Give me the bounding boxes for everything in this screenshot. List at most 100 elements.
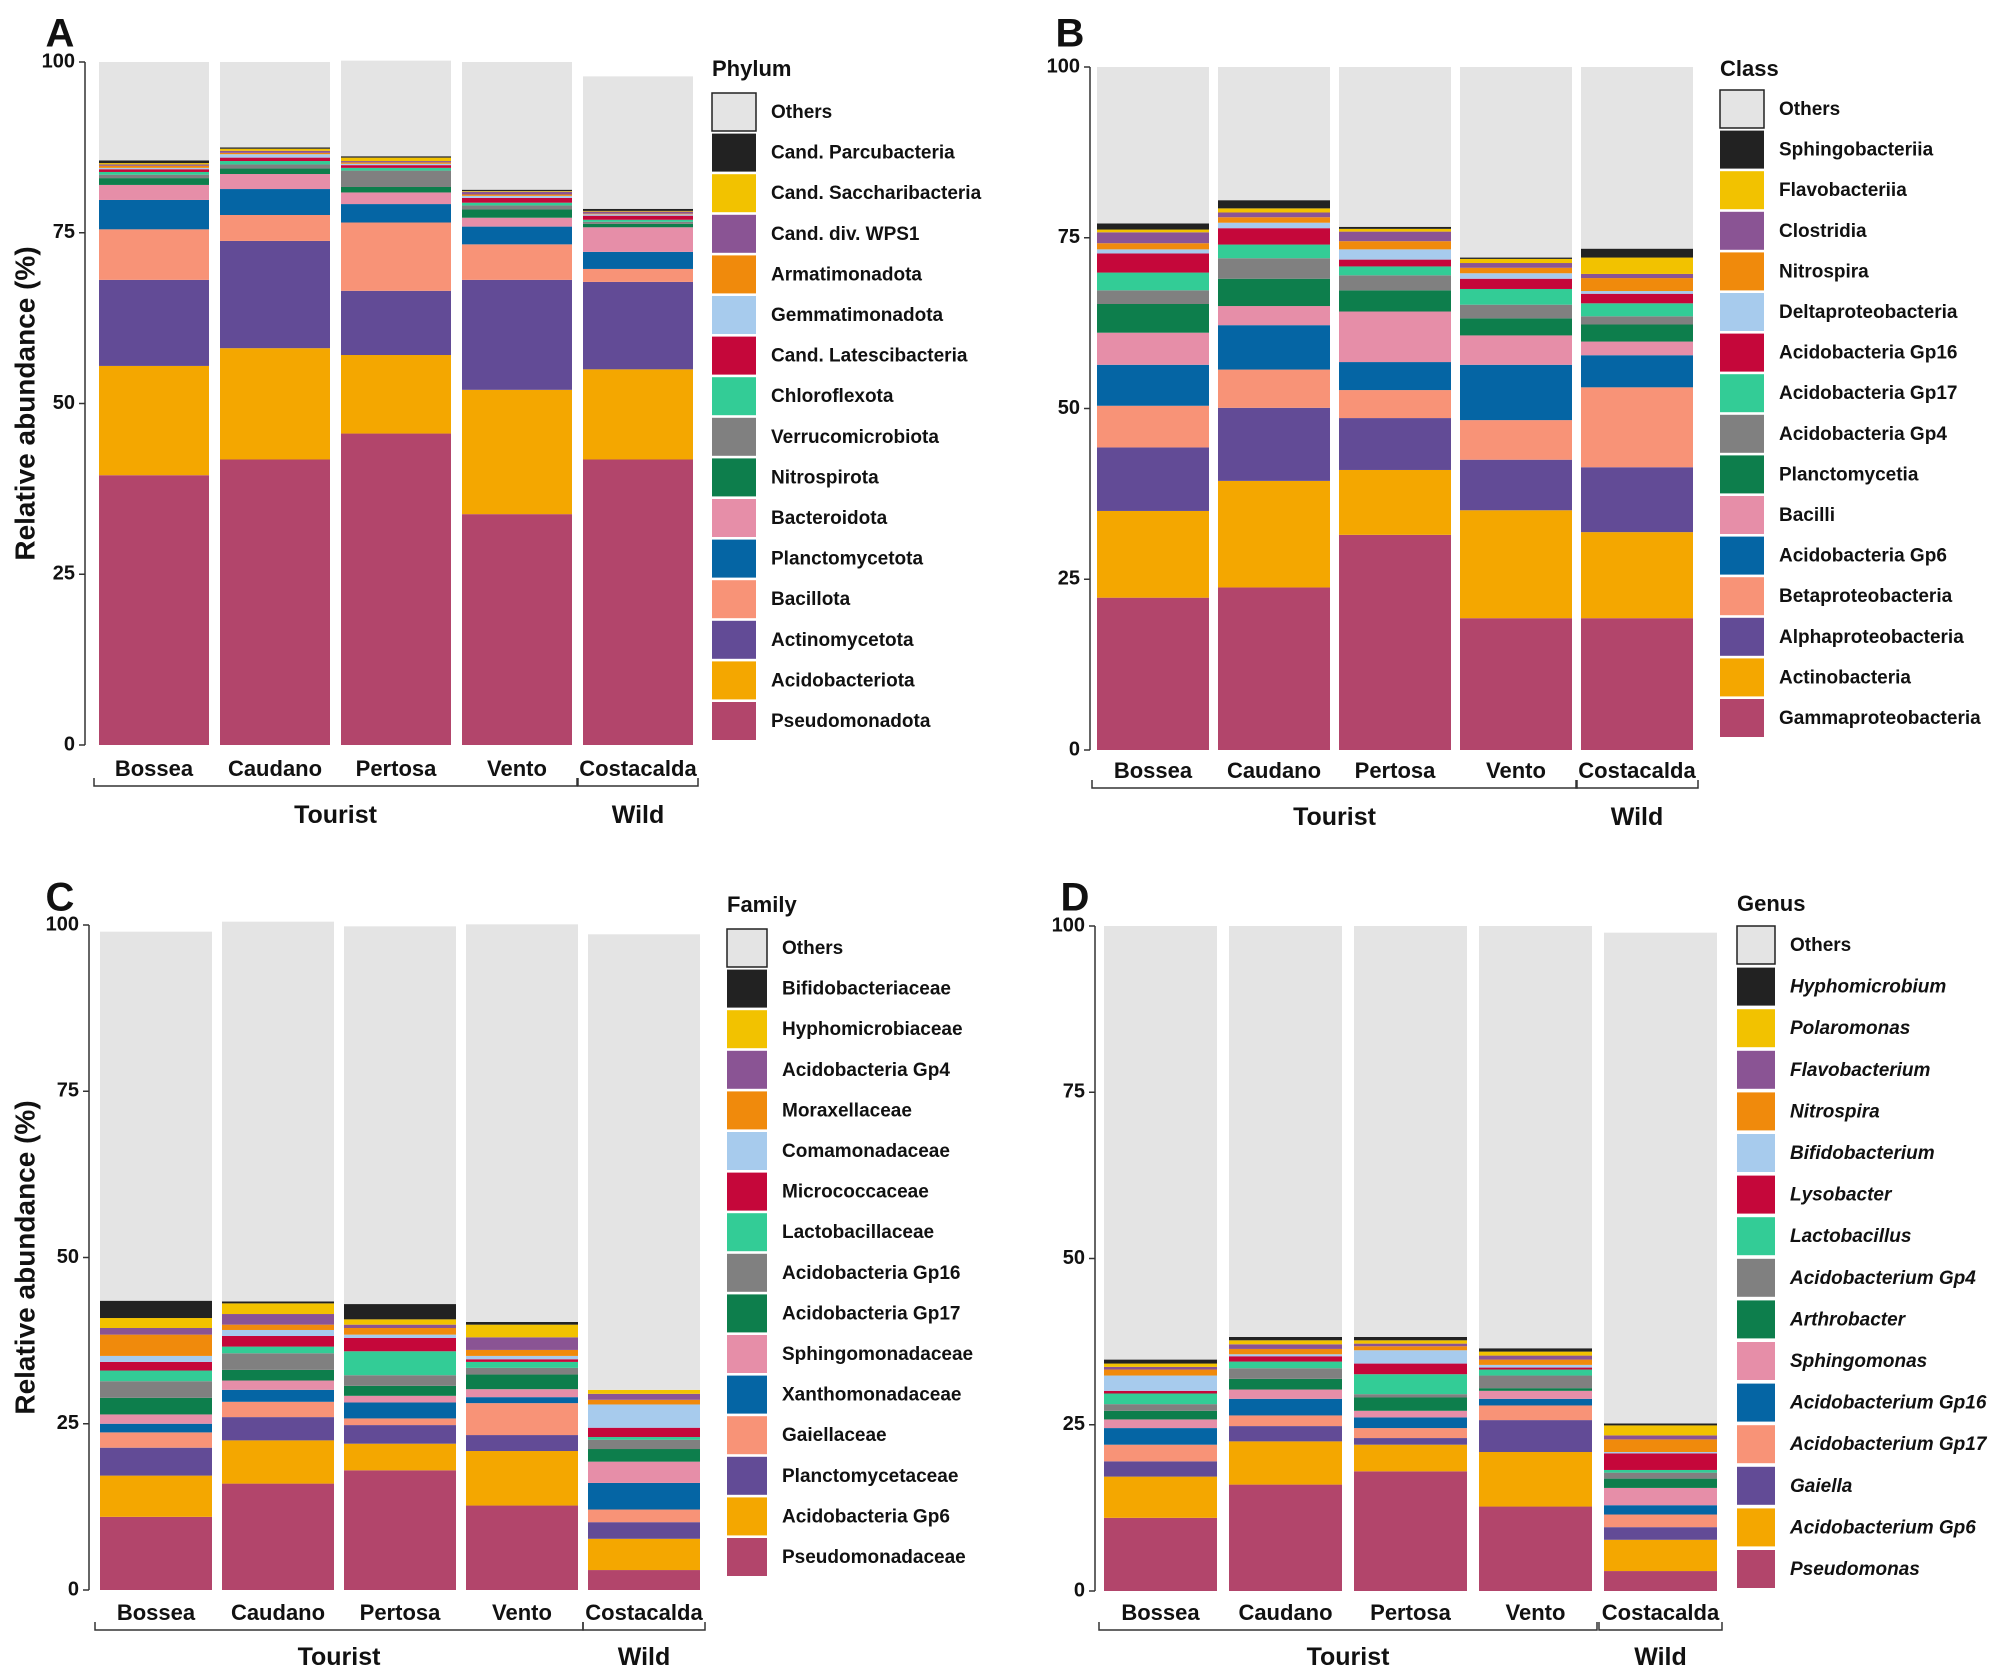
legend-swatch [1737, 1466, 1775, 1505]
bar-segment-pertosa-arthrobacter [1354, 1397, 1467, 1411]
x-category-label: Bossea [117, 1600, 196, 1625]
legend-label: Cand. div. WPS1 [771, 224, 920, 245]
legend-label: Verrucomicrobiota [771, 427, 939, 448]
x-category-label: Pertosa [1370, 1600, 1451, 1625]
legend-label: Acidobacterium Gp4 [1789, 1268, 1976, 1289]
legend-swatch [1720, 414, 1764, 453]
legend-swatch [1736, 925, 1776, 965]
group-bracket [1098, 1622, 1598, 1631]
bar-segment-bossea-cand-div-wps1 [99, 164, 209, 166]
legend-label: Gaiella [1790, 1476, 1853, 1497]
bar-segment-pertosa-verrucomicrobiota [341, 170, 451, 187]
bar-segment-caudano-hyphomicrobium [1229, 1336, 1342, 1341]
legend-label: Cand. Saccharibacteria [771, 183, 982, 204]
bar-segment-bossea-bacteroidota [99, 184, 209, 200]
legend-label: Lactobacillus [1790, 1226, 1911, 1247]
bar-segment-caudano-others [220, 62, 330, 148]
bar-segment-vento-acidobacteria-gp6 [466, 1451, 578, 1506]
bar-segment-vento-gammaproteobacteria [1460, 618, 1572, 750]
bar-segment-pertosa-acidobacterium-gp6 [1354, 1444, 1467, 1472]
legend-swatch [726, 928, 768, 968]
bar-segment-caudano-cand-parcubacteria [220, 147, 330, 149]
bar-segment-vento-acidobacterium-gp16 [1479, 1398, 1592, 1406]
bar-segment-bossea-others [99, 62, 209, 161]
legend-label: Comamonadaceae [782, 1141, 950, 1162]
legend-label: Acidobacteria Gp16 [782, 1263, 960, 1284]
bar-segment-pertosa-cand-parcubacteria [341, 156, 451, 158]
bar-segment-costacalda-actinobacteria [1581, 532, 1693, 619]
bar-segment-vento-flavobacterium [1479, 1355, 1592, 1360]
bar-segment-costacalda-acidobacteriota [583, 369, 693, 460]
bar-segment-bossea-planctomycetota [99, 199, 209, 230]
bar-segment-pertosa-others [1339, 67, 1451, 227]
legend-swatch [712, 133, 756, 172]
legend-label: Acidobacteria Gp6 [782, 1506, 950, 1527]
bar-segment-caudano-flavobacterium [1229, 1344, 1342, 1349]
y-tick-label: 0 [68, 1578, 79, 1600]
y-tick-label: 25 [53, 563, 75, 585]
bar-segment-vento-actinomycetota [462, 279, 572, 390]
bar-segment-bossea-comamonadaceae [100, 1355, 212, 1362]
bar-segment-costacalda-gammaproteobacteria [1581, 618, 1693, 750]
bar-segment-caudano-polaromonas [1229, 1340, 1342, 1345]
legend-swatch [1737, 1050, 1775, 1089]
bar-segment-costacalda-bifidobacterium [1604, 1452, 1717, 1454]
y-tick-label: 100 [42, 50, 75, 72]
x-category-label: Costacalda [1602, 1600, 1720, 1625]
bar-segment-pertosa-pseudomonadota [341, 433, 451, 745]
legend-swatch [1737, 1009, 1775, 1048]
bar-segment-bossea-actinomycetota [99, 279, 209, 366]
bar-segment-bossea-hyphomicrobium [1104, 1359, 1217, 1364]
bar-segment-bossea-gammaproteobacteria [1097, 597, 1209, 750]
legend-swatch [727, 1213, 767, 1252]
bar-segment-bossea-acidobacteria-gp16 [100, 1381, 212, 1398]
bar-segment-vento-sphingomonas [1479, 1390, 1592, 1399]
bar-segment-costacalda-acidobacterium-gp17 [1604, 1514, 1717, 1528]
group-label-wild: Wild [612, 801, 665, 829]
y-tick-label: 25 [1058, 568, 1080, 590]
bar-segment-pertosa-cand-div-wps1 [341, 161, 451, 163]
bar-segment-costacalda-sphingobacteriia [1581, 248, 1693, 258]
legend-label: Acidobacterium Gp17 [1789, 1434, 1988, 1455]
group-bracket [1598, 1622, 1723, 1631]
legend-label: Planctomycetota [771, 549, 923, 570]
bar-segment-vento-chloroflexota [462, 202, 572, 206]
bar-segment-pertosa-nitrospira [1339, 241, 1451, 250]
legend-swatch [1737, 1383, 1775, 1422]
bar-segment-vento-verrucomicrobiota [462, 205, 572, 210]
bar-segment-vento-cand-parcubacteria [462, 189, 572, 192]
bar-segment-bossea-lysobacter [1104, 1390, 1217, 1394]
bar-segment-pertosa-bifidobacteriaceae [344, 1304, 456, 1320]
bar-segment-vento-sphingobacteriia [1460, 257, 1572, 259]
legend-label: Xanthomonadaceae [782, 1385, 962, 1406]
x-category-label: Caudano [228, 756, 322, 781]
bar-segment-vento-others [1460, 67, 1572, 258]
panel-b: B 0 25 50 75 100 Bossea Caudano Pertosa Vento Cost… [1047, 12, 1981, 831]
legend-label: Bacteroidota [771, 508, 888, 529]
bar-segment-pertosa-moraxellaceae [344, 1327, 456, 1335]
panel-d: D 0 25 50 75 100 Bossea Caudano Pertosa Vento Cost… [1052, 876, 1988, 1668]
legend-swatch [727, 1335, 767, 1373]
x-category-label: Bossea [1114, 758, 1193, 783]
bar-segment-bossea-gaiellaceae [100, 1432, 212, 1448]
y-tick-label: 0 [1074, 1579, 1085, 1601]
bar-segment-costacalda-sphingomonadaceae [588, 1461, 700, 1483]
bar-segment-bossea-gaiella [1104, 1461, 1217, 1477]
bar-segment-vento-gaiellaceae [466, 1403, 578, 1436]
y-tick-label: 0 [64, 733, 75, 755]
legend: Phylum Others Cand. Parcubacteria Cand. Sac… [711, 56, 982, 740]
bar-segment-caudano-others [1218, 67, 1330, 201]
x-category-label: Vento [492, 1600, 552, 1625]
bar-segment-pertosa-clostridia [1339, 231, 1451, 242]
legend-label: Hyphomicrobium [1790, 977, 1946, 998]
bar-segment-vento-pseudomonadaceae [466, 1505, 578, 1590]
bar-segment-costacalda-others [588, 934, 700, 1390]
x-category-label: Caudano [1238, 1600, 1332, 1625]
bar-segment-pertosa-planctomycetia [1339, 290, 1451, 312]
bar-segment-bossea-bacillota [99, 229, 209, 280]
bar-segment-pertosa-nitrospira [1354, 1346, 1467, 1351]
legend-title: Family [727, 892, 797, 917]
bar-segment-vento-bacillota [462, 244, 572, 280]
legend-swatch [712, 174, 756, 213]
legend-swatch [727, 1497, 767, 1536]
